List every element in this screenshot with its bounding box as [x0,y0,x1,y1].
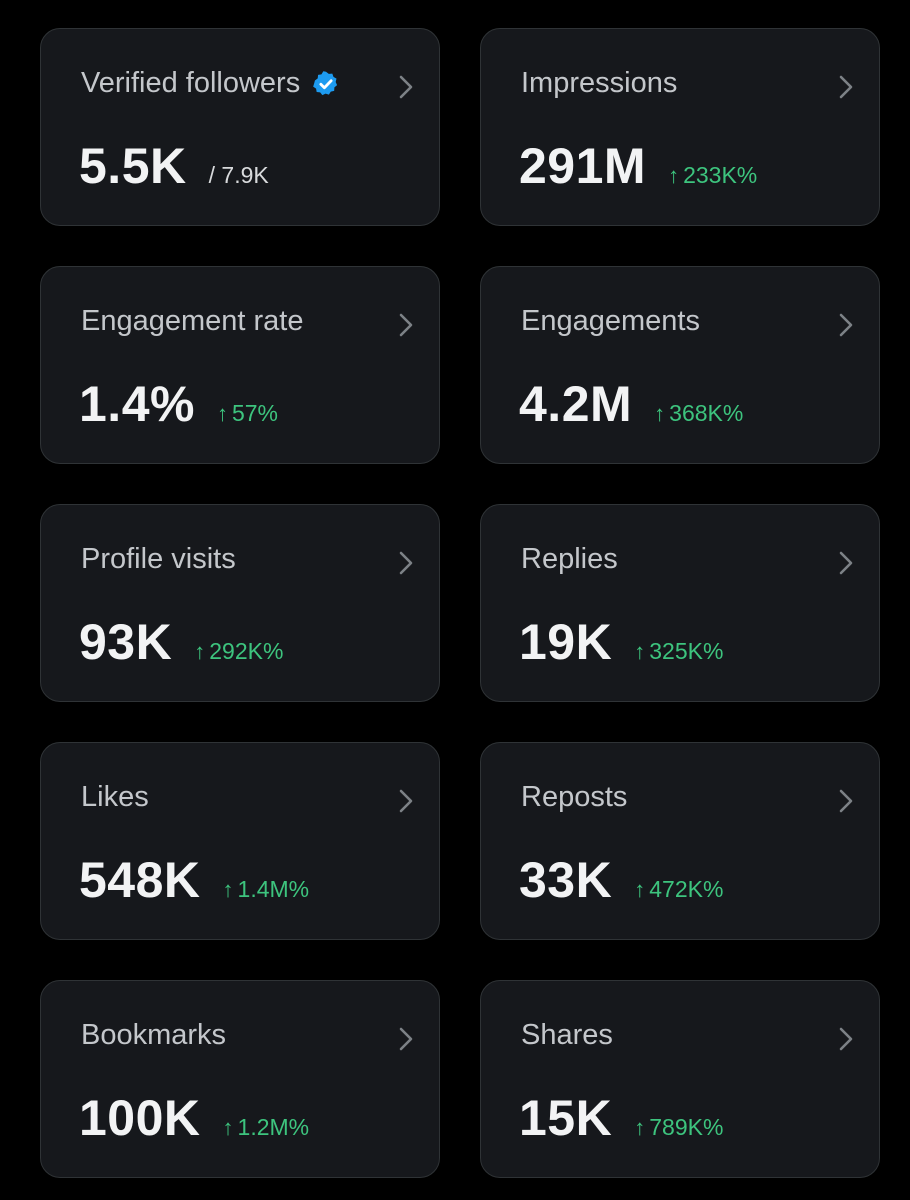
value-row: 1.4% ↑ 57% [79,375,278,433]
up-arrow-icon: ↑ [634,1115,646,1140]
card-change: ↑ 1.2M% [223,1114,310,1141]
chevron-right-icon[interactable] [835,1024,857,1054]
value-row: 4.2M ↑ 368K% [519,375,743,433]
card-title: Shares [521,1019,613,1051]
card-change: ↑ 325K% [634,638,723,665]
card-title: Reposts [521,781,628,813]
metric-card-reposts[interactable]: Reposts 33K ↑ 472K% [480,742,880,940]
card-change: ↑ 368K% [654,400,743,427]
up-arrow-icon: ↑ [634,877,646,902]
card-title: Engagement rate [81,305,304,337]
change-percent: 472K% [649,876,724,902]
chevron-right-icon[interactable] [835,548,857,578]
card-value: 33K [519,852,613,908]
card-value: 100K [79,1090,201,1146]
value-row: 19K ↑ 325K% [519,613,723,671]
card-change: ↑ 292K% [194,638,283,665]
up-arrow-icon: ↑ [216,401,228,426]
card-value: 291M [519,138,647,194]
metric-card-bookmarks[interactable]: Bookmarks 100K ↑ 1.2M% [40,980,440,1178]
chevron-right-icon[interactable] [835,310,857,340]
card-value: 15K [519,1090,613,1146]
value-row: 548K ↑ 1.4M% [79,851,309,909]
card-value: 548K [79,852,201,908]
card-total: / 7.9K [208,162,269,188]
metric-card-engagements[interactable]: Engagements 4.2M ↑ 368K% [480,266,880,464]
card-value: 4.2M [519,376,633,432]
card-change: ↑ 789K% [634,1114,723,1141]
card-title-row: Impressions [521,67,677,100]
card-value: 19K [519,614,613,670]
card-change: ↑ 1.4M% [223,876,310,903]
chevron-right-icon[interactable] [395,548,417,578]
metric-card-shares[interactable]: Shares 15K ↑ 789K% [480,980,880,1178]
card-title-row: Reposts [521,781,627,814]
value-row: 93K ↑ 292K% [79,613,283,671]
metric-card-profile-visits[interactable]: Profile visits 93K ↑ 292K% [40,504,440,702]
up-arrow-icon: ↑ [194,639,206,664]
chevron-right-icon[interactable] [395,1024,417,1054]
card-change: ↑ 57% [217,400,278,427]
card-title: Likes [81,781,149,813]
card-title-row: Likes [81,781,149,814]
change-percent: 1.2M% [237,1114,310,1140]
card-title-row: Profile visits [81,543,236,576]
metric-card-impressions[interactable]: Impressions 291M ↑ 233K% [480,28,880,226]
card-title: Verified followers [81,67,301,99]
card-change: ↑ 233K% [668,162,757,189]
card-change: ↑ 472K% [634,876,723,903]
card-title-row: Replies [521,543,618,576]
metric-card-likes[interactable]: Likes 548K ↑ 1.4M% [40,742,440,940]
card-title-row: Engagement rate [81,305,303,338]
card-title: Replies [521,543,618,575]
value-row: 100K ↑ 1.2M% [79,1089,309,1147]
card-value: 1.4% [79,376,195,432]
up-arrow-icon: ↑ [222,1115,234,1140]
metric-card-engagement-rate[interactable]: Engagement rate 1.4% ↑ 57% [40,266,440,464]
card-value: 93K [79,614,173,670]
card-title: Engagements [521,305,700,337]
change-percent: 789K% [649,1114,724,1140]
metrics-grid: Verified followers 5.5K / 7.9K Impressio… [40,28,880,1178]
value-row: 33K ↑ 472K% [519,851,723,909]
card-title: Bookmarks [81,1019,227,1051]
card-title-row: Shares [521,1019,613,1052]
card-title-row: Verified followers [81,67,340,100]
up-arrow-icon: ↑ [668,163,680,188]
value-row: 291M ↑ 233K% [519,137,757,195]
chevron-right-icon[interactable] [395,72,417,102]
value-row: 15K ↑ 789K% [519,1089,723,1147]
card-title: Impressions [521,67,678,99]
card-title-row: Engagements [521,305,700,338]
card-title-row: Bookmarks [81,1019,226,1052]
value-row: 5.5K / 7.9K [79,137,269,195]
up-arrow-icon: ↑ [654,401,666,426]
metric-card-verified-followers[interactable]: Verified followers 5.5K / 7.9K [40,28,440,226]
change-percent: 233K% [683,162,758,188]
verified-badge-icon [312,70,340,98]
chevron-right-icon[interactable] [835,786,857,816]
change-percent: 368K% [669,400,744,426]
chevron-right-icon[interactable] [395,786,417,816]
chevron-right-icon[interactable] [835,72,857,102]
change-percent: 292K% [209,638,284,664]
card-value: 5.5K [79,138,187,194]
metric-card-replies[interactable]: Replies 19K ↑ 325K% [480,504,880,702]
change-percent: 325K% [649,638,724,664]
change-percent: 1.4M% [237,876,310,902]
up-arrow-icon: ↑ [634,639,646,664]
chevron-right-icon[interactable] [395,310,417,340]
change-percent: 57% [231,400,279,426]
card-title: Profile visits [81,543,236,575]
up-arrow-icon: ↑ [222,877,234,902]
